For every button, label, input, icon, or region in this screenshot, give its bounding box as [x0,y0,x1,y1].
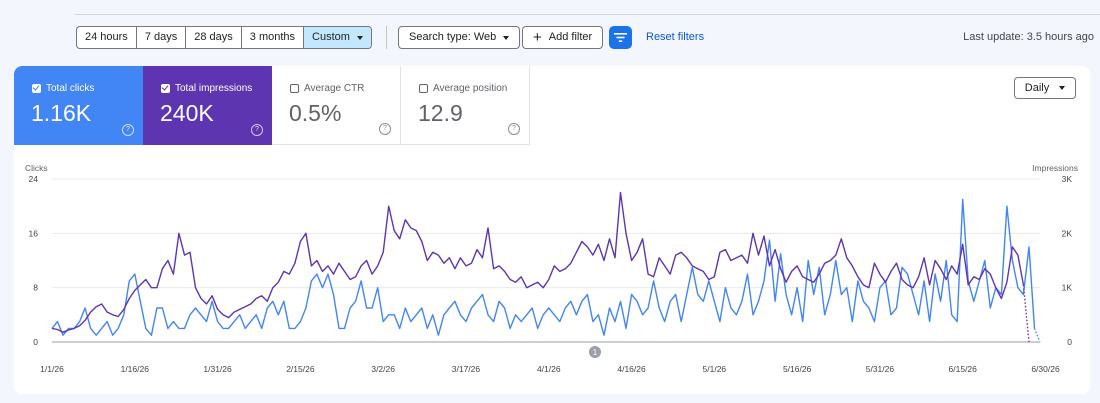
y-right-axis-title: Impressions [1032,163,1078,173]
x-tick-label: 4/16/26 [617,364,646,374]
metric-total-impressions[interactable]: Total impressions 240K ? [143,66,272,145]
range-custom-button[interactable]: Custom [304,27,371,48]
checkbox-checked-icon [161,84,170,93]
x-tick-label: 1/1/26 [40,364,64,374]
y-right-tick-label: 0 [1067,337,1072,347]
metric-label: Average CTR [304,83,365,94]
reset-filters-link[interactable]: Reset filters [646,31,705,43]
metric-total-clicks[interactable]: Total clicks 1.16K ? [14,66,143,145]
y-right-tick-label: 2K [1062,228,1073,238]
range-3-months-button[interactable]: 3 months [242,27,305,48]
metric-label: Total impressions [175,83,253,94]
metric-value: 0.5% [289,100,342,126]
clicks-series-line [51,198,1036,336]
range-7-days-button[interactable]: 7 days [137,27,187,48]
metric-value: 12.9 [418,100,463,126]
checkbox-checked-icon [32,84,41,93]
plus-icon: + [533,29,542,46]
x-tick-label: 6/15/26 [949,364,978,374]
metric-label: Average position [433,83,508,94]
y-left-tick-label: 0 [33,337,38,347]
performance-card: Total clicks 1.16K ? Total impressions 2… [14,66,1090,394]
top-divider [75,14,1100,15]
x-tick-label: 5/16/26 [783,364,812,374]
x-tick-label: 3/2/26 [371,364,395,374]
help-icon[interactable]: ? [122,124,134,136]
x-tick-label: 4/1/26 [537,364,561,374]
add-filter-label: Add filter [548,31,593,43]
metric-label-row: Average CTR [290,83,364,94]
annotation-marker[interactable]: 1 [589,346,601,358]
x-tick-label: 5/1/26 [703,364,727,374]
annotation-marker-label: 1 [593,348,598,357]
filter-settings-button[interactable] [609,26,632,49]
metric-average-position[interactable]: Average position 12.9 ? [401,66,530,145]
metric-value: 240K [160,100,214,126]
range-28-days-button[interactable]: 28 days [186,27,242,48]
range-custom-label: Custom [312,31,350,43]
x-tick-label: 5/31/26 [866,364,895,374]
performance-chart: Clicks Impressions 0 0 8 1K 16 2K 24 3K 1/1/26 1… [25,163,1078,374]
checkbox-unchecked-icon [290,84,299,93]
filter-list-icon [614,33,627,42]
x-tick-label: 1/31/26 [203,364,232,374]
y-left-tick-label: 24 [29,174,39,184]
add-filter-button[interactable]: + Add filter [522,26,604,49]
metric-label-row: Total clicks [32,83,94,94]
x-tick-label: 3/17/26 [452,364,481,374]
impressions-series-line [51,191,1025,333]
granularity-dropdown[interactable]: Daily [1014,77,1076,99]
x-tick-label: 1/16/26 [121,364,150,374]
y-left-axis-title: Clicks [25,163,48,173]
toolbar-separator [386,26,387,49]
checkbox-unchecked-icon [419,84,428,93]
clicks-partial-segment [1033,328,1041,343]
metric-label-row: Total impressions [161,83,252,94]
range-24-hours-button[interactable]: 24 hours [77,27,137,48]
caret-down-icon [356,35,363,40]
metric-label-row: Average position [419,83,507,94]
help-icon[interactable]: ? [379,123,391,135]
x-tick-label: 2/15/26 [286,364,315,374]
y-right-tick-label: 1K [1062,283,1073,293]
metric-value: 1.16K [31,100,92,126]
help-icon[interactable]: ? [251,124,263,136]
impressions-partial-segment [1022,284,1030,343]
x-tick-label: 6/30/26 [1031,364,1060,374]
caret-down-icon [503,35,510,40]
metric-average-ctr[interactable]: Average CTR 0.5% ? [272,66,401,145]
filter-toolbar: 24 hours 7 days 28 days 3 months Custom … [0,26,1100,49]
search-type-dropdown[interactable]: Search type: Web [398,26,521,49]
help-icon[interactable]: ? [508,123,520,135]
metric-label: Total clicks [46,83,95,94]
granularity-label: Daily [1024,82,1050,94]
y-left-tick-label: 16 [29,228,39,238]
last-update-text: Last update: 3.5 hours ago [963,31,1094,43]
y-left-tick-label: 8 [33,283,38,293]
date-range-selector: 24 hours 7 days 28 days 3 months Custom [76,26,372,49]
search-type-label: Search type: Web [409,31,497,43]
y-right-tick-label: 3K [1062,174,1073,184]
caret-down-icon [1059,86,1066,90]
